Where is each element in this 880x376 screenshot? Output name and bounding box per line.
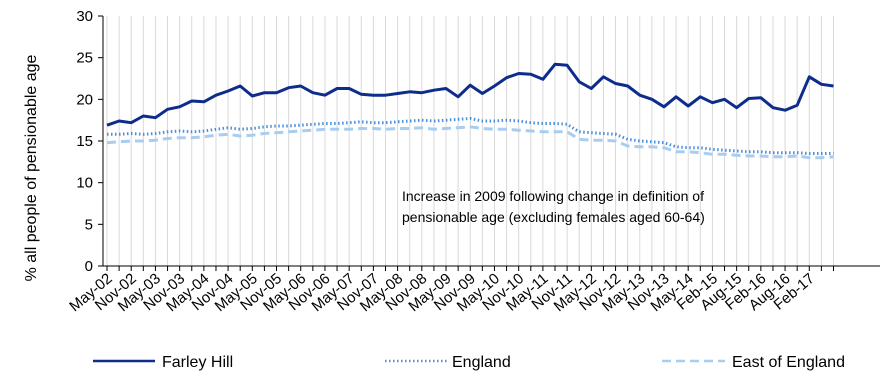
legend: Farley Hill England East of England bbox=[93, 354, 845, 371]
series-line bbox=[107, 117, 834, 155]
series-lines bbox=[106, 62, 834, 160]
y-tick-label: 15 bbox=[76, 133, 93, 150]
y-tick-label: 10 bbox=[76, 175, 93, 192]
y-tick-label: 25 bbox=[76, 50, 93, 67]
x-axis-ticks: May-02Nov-02May-03Nov-03May-04Nov-04May-… bbox=[66, 266, 834, 315]
series-line bbox=[106, 125, 834, 160]
series-line bbox=[106, 62, 834, 127]
y-tick-label: 0 bbox=[85, 258, 93, 275]
legend-label: Farley Hill bbox=[162, 354, 233, 371]
y-axis-label: % all people of pensionable age bbox=[23, 54, 40, 281]
annotation-line-1: Increase in 2009 following change in def… bbox=[402, 188, 704, 204]
y-tick-label: 30 bbox=[76, 8, 93, 25]
y-tick-label: 5 bbox=[85, 216, 93, 233]
annotation-line-2: pensionable age (excluding females aged … bbox=[402, 209, 705, 225]
gridlines bbox=[106, 16, 834, 266]
y-tick-label: 20 bbox=[76, 91, 93, 108]
legend-label: England bbox=[452, 354, 511, 371]
legend-label: East of England bbox=[732, 354, 845, 371]
y-axis-ticks: 0 5 10 15 20 25 30 bbox=[76, 8, 103, 275]
axes bbox=[102, 16, 880, 267]
